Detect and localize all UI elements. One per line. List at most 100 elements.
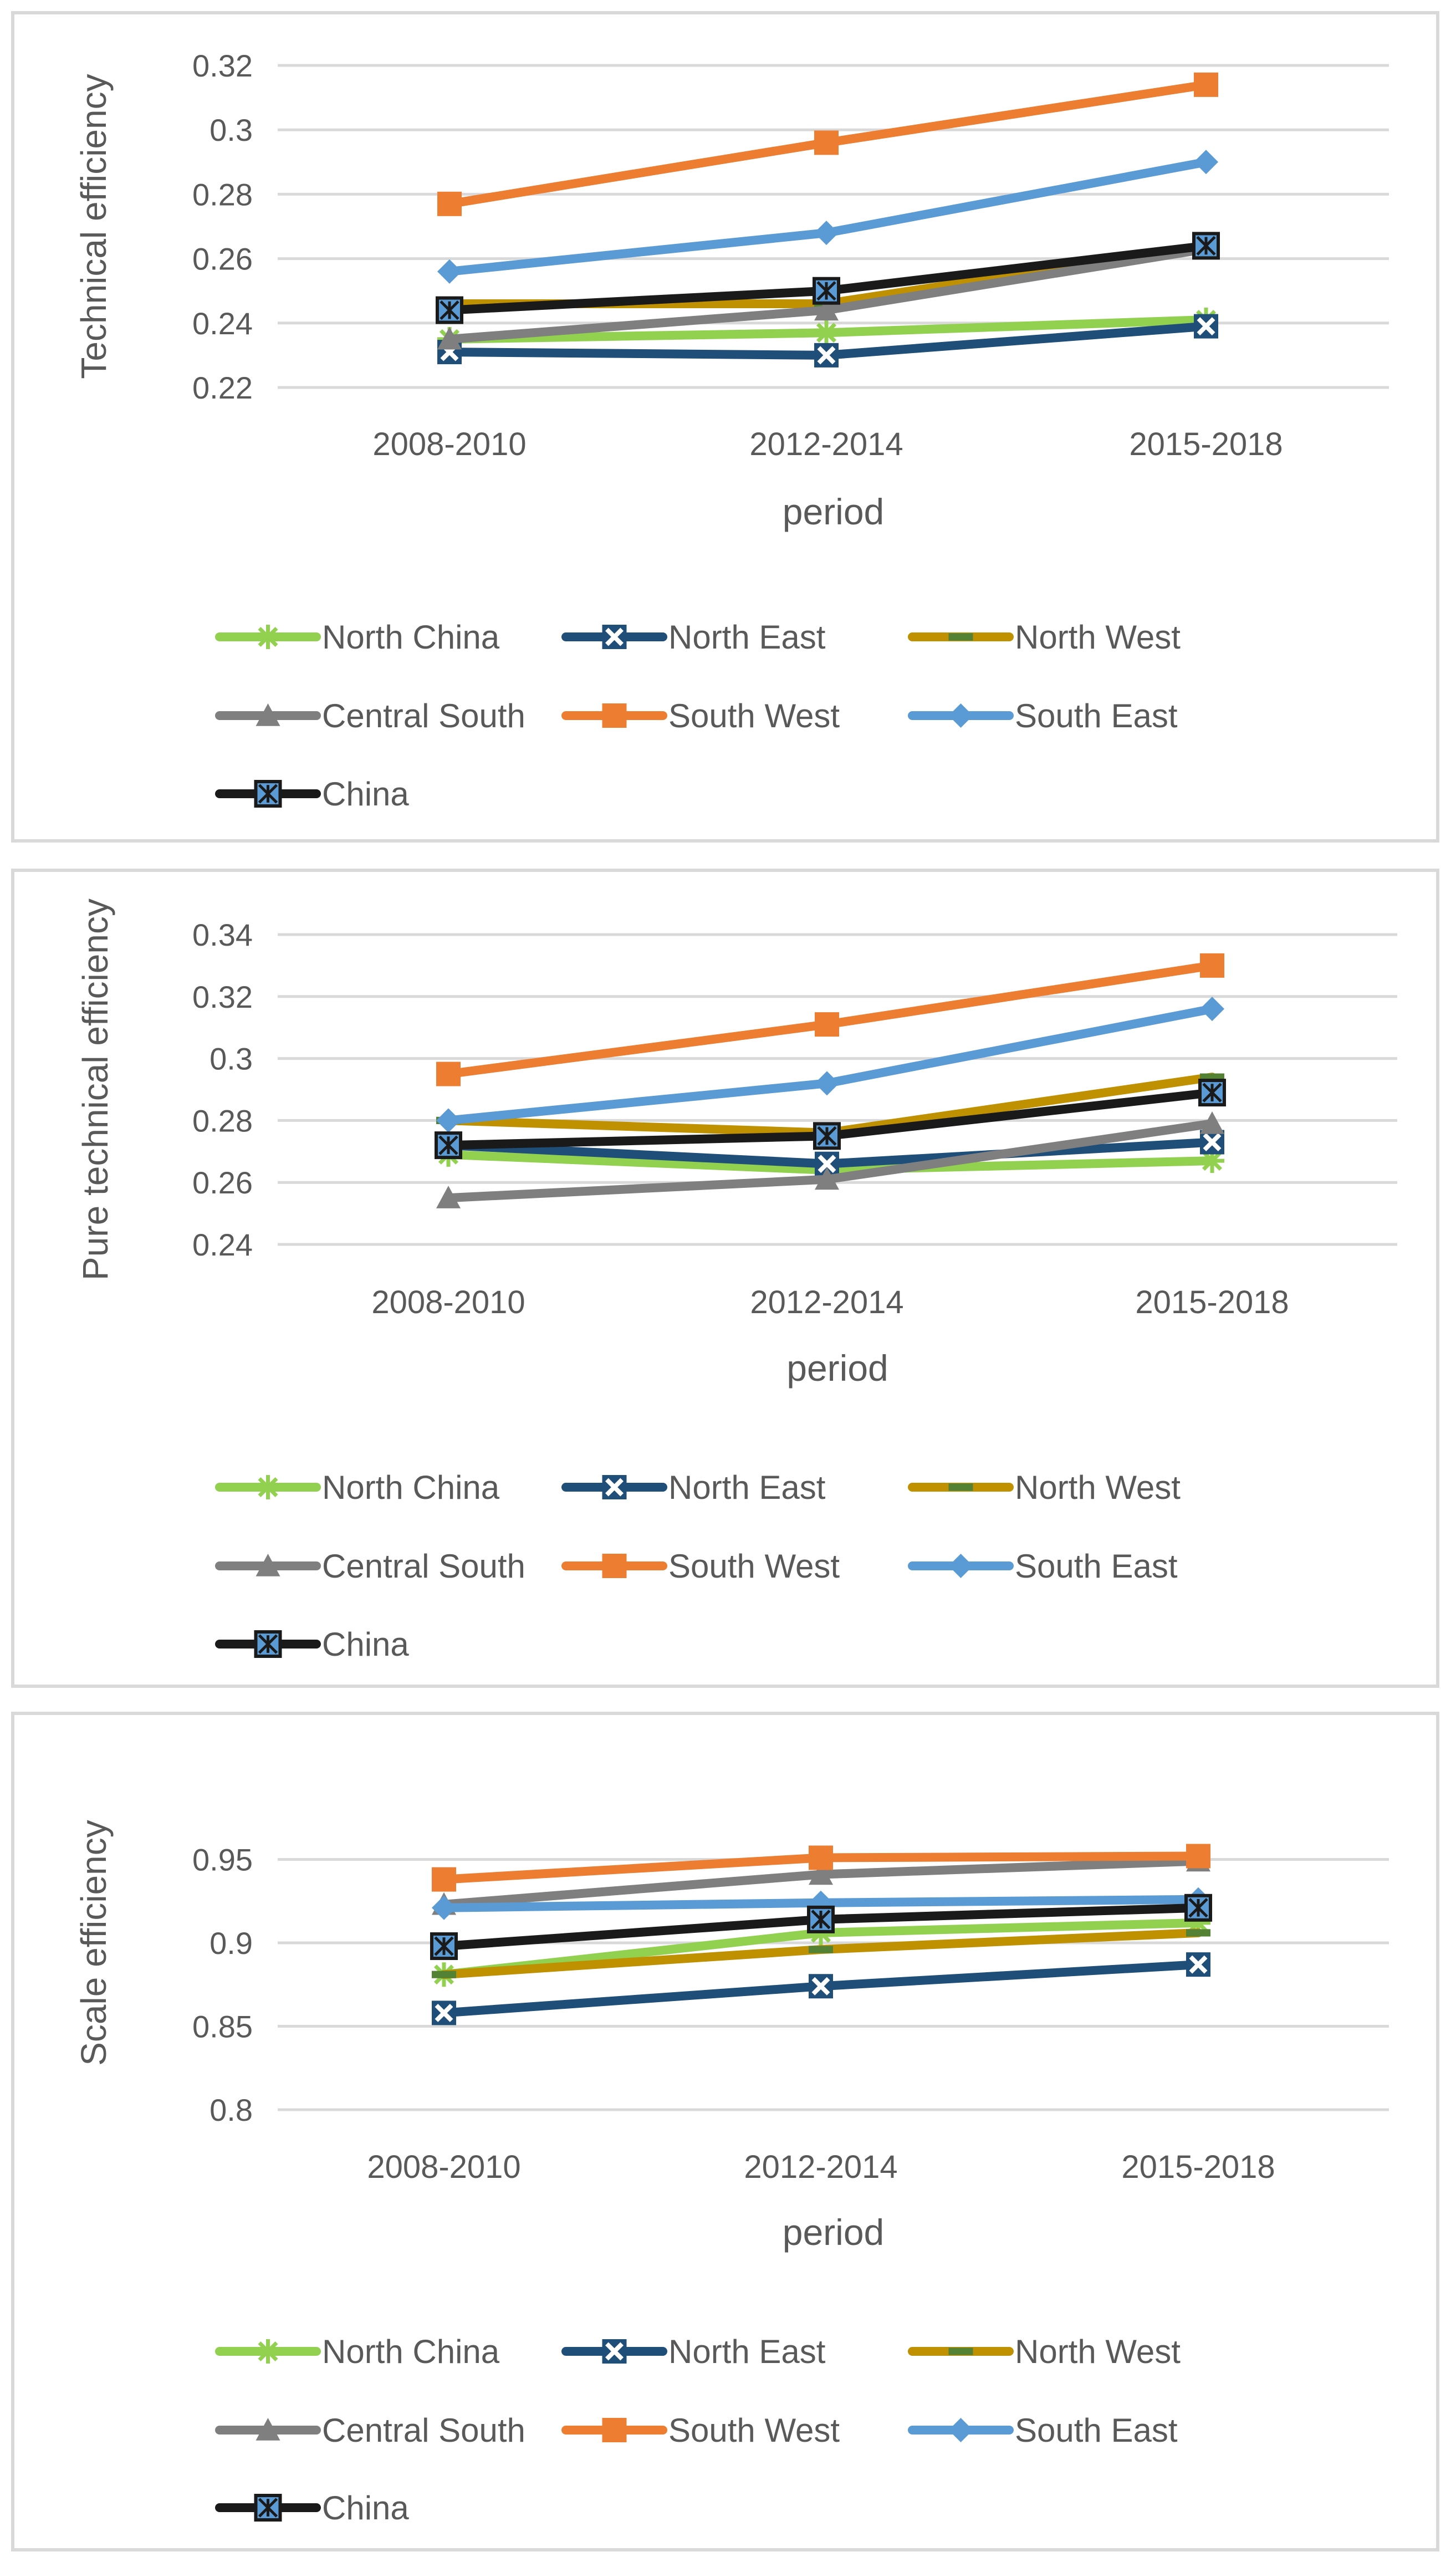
legend-marker	[948, 2347, 973, 2355]
x-tick-label: 2012-2014	[750, 1284, 903, 1320]
x-tick-label: 2015-2018	[1135, 1284, 1289, 1320]
legend-marker	[602, 2339, 627, 2364]
x-tick-label: 2015-2018	[1121, 2149, 1275, 2185]
y-tick-label: 0.95	[192, 1843, 253, 1877]
legend-item-north-west: North West	[908, 2333, 1181, 2370]
legend-marker	[602, 1475, 627, 1499]
legend-item-china: China	[215, 775, 409, 813]
series-south-west	[432, 1844, 1210, 1892]
legend-label: North East	[668, 2333, 826, 2370]
x-tick-label: 2012-2014	[749, 426, 903, 462]
y-tick-label: 0.32	[192, 979, 253, 1014]
legend-item-south-east: South East	[908, 2412, 1178, 2449]
legend-item-central-south: Central South	[215, 2412, 525, 2449]
x-tick-label: 2008-2010	[372, 426, 526, 462]
legend-label: North West	[1015, 1469, 1181, 1506]
y-tick-label: 0.3	[210, 1042, 253, 1076]
legend: North China North East North West Central S…	[215, 2333, 1181, 2527]
x-tick-label: 2012-2014	[744, 2149, 897, 2185]
data-point	[809, 1845, 833, 1870]
series-south-east	[436, 997, 1224, 1133]
scale-efficiency-chart: 0.8 0.85 0.9 0.95 2008-2010 2012-2014 2015-201…	[74, 1820, 1389, 2527]
legend: North China North East North West Central S…	[215, 1469, 1181, 1663]
legend-label: South East	[1015, 1548, 1178, 1585]
legend-label: North China	[322, 2333, 500, 2370]
legend-item-north-china: North China	[215, 619, 500, 656]
legend-item-south-east: South East	[908, 1548, 1178, 1585]
legend-item-central-south: Central South	[215, 1548, 525, 1585]
legend-label: North East	[668, 619, 826, 656]
y-tick-label: 0.9	[210, 1926, 253, 1961]
y-tick-label: 0.8	[210, 2093, 253, 2127]
y-axis-title: Scale efficiency	[74, 1820, 114, 2066]
data-point	[1194, 150, 1218, 175]
data-point	[809, 1946, 833, 1953]
data-point	[436, 1186, 461, 1208]
data-point	[432, 1867, 456, 1892]
data-point	[432, 2000, 456, 2025]
y-tick-label: 0.85	[192, 2009, 253, 2044]
data-point	[814, 343, 839, 368]
y-tick-label: 0.24	[192, 306, 253, 341]
x-tick-label: 2008-2010	[371, 1284, 525, 1320]
pure-technical-efficiency-chart: 0.24 0.26 0.28 0.3 0.32 0.34 2008-2010 2012-201…	[75, 899, 1397, 1663]
data-point	[814, 298, 839, 321]
x-axis-title: period	[783, 491, 884, 532]
data-point	[1192, 232, 1220, 260]
data-point	[1198, 1079, 1226, 1107]
legend-item-china: China	[215, 2489, 409, 2527]
legend-marker	[948, 1554, 973, 1578]
legend-marker	[948, 1483, 973, 1491]
series-south-west	[436, 953, 1224, 1086]
legend-label: North West	[1015, 619, 1181, 656]
data-point	[430, 1932, 458, 1961]
y-tick-label: 0.34	[192, 917, 253, 952]
y-tick-label: 0.28	[192, 177, 253, 212]
technical-efficiency-chart: 0.22 0.24 0.26 0.28 0.3 0.32 2008-2010 2012-201…	[74, 48, 1389, 813]
legend-marker	[254, 2494, 282, 2522]
legend-item-central-south: Central South	[215, 697, 525, 734]
chart-panel-technical-efficiency: 0.22 0.24 0.26 0.28 0.3 0.32 2008-2010 2012-201…	[11, 11, 1439, 843]
legend-marker	[602, 2418, 627, 2442]
legend-label: North China	[322, 619, 500, 656]
data-point	[435, 1131, 462, 1160]
legend-marker	[948, 2418, 973, 2442]
series-north-east	[432, 1952, 1210, 2025]
y-tick-label: 0.26	[192, 242, 253, 277]
legend-label: North East	[668, 1469, 826, 1506]
data-point	[814, 221, 839, 246]
y-tick-label: 0.26	[192, 1165, 253, 1200]
legend-item-south-west: South West	[561, 1548, 840, 1585]
y-tick-label: 0.22	[192, 370, 253, 405]
data-point	[437, 259, 462, 284]
legend-label: North China	[322, 1469, 500, 1506]
series-central-south	[436, 1111, 1224, 1208]
series-north-west	[432, 1928, 1210, 1979]
data-point	[815, 1071, 839, 1096]
chart-panel-scale-efficiency: 0.8 0.85 0.9 0.95 2008-2010 2012-2014 2015-201…	[11, 1712, 1439, 2551]
legend-marker	[256, 2418, 280, 2441]
legend-marker	[256, 2339, 280, 2364]
legend-label: South West	[668, 697, 840, 734]
legend-label: China	[322, 1626, 409, 1663]
legend-label: South East	[1015, 2412, 1178, 2449]
legend-item-north-china: North China	[215, 1469, 500, 1506]
series-north-east	[437, 314, 1218, 368]
data-point	[814, 320, 839, 345]
legend-item-north-east: North East	[561, 2333, 826, 2370]
legend-item-north-west: North West	[908, 619, 1181, 656]
legend-marker	[948, 703, 973, 728]
y-tick-label: 0.3	[210, 113, 253, 147]
legend-label: Central South	[322, 697, 525, 734]
y-axis-title: Pure technical efficiency	[75, 899, 115, 1280]
legend-item-south-west: South West	[561, 697, 840, 734]
legend-marker	[602, 703, 627, 728]
data-point	[1200, 1111, 1224, 1134]
data-point	[1194, 72, 1218, 97]
series-china	[435, 1079, 1226, 1160]
data-point	[813, 1122, 841, 1150]
x-axis-title: period	[786, 1348, 888, 1389]
data-point	[1186, 1952, 1210, 1977]
data-point	[815, 1167, 839, 1190]
legend-label: South West	[668, 1548, 840, 1585]
